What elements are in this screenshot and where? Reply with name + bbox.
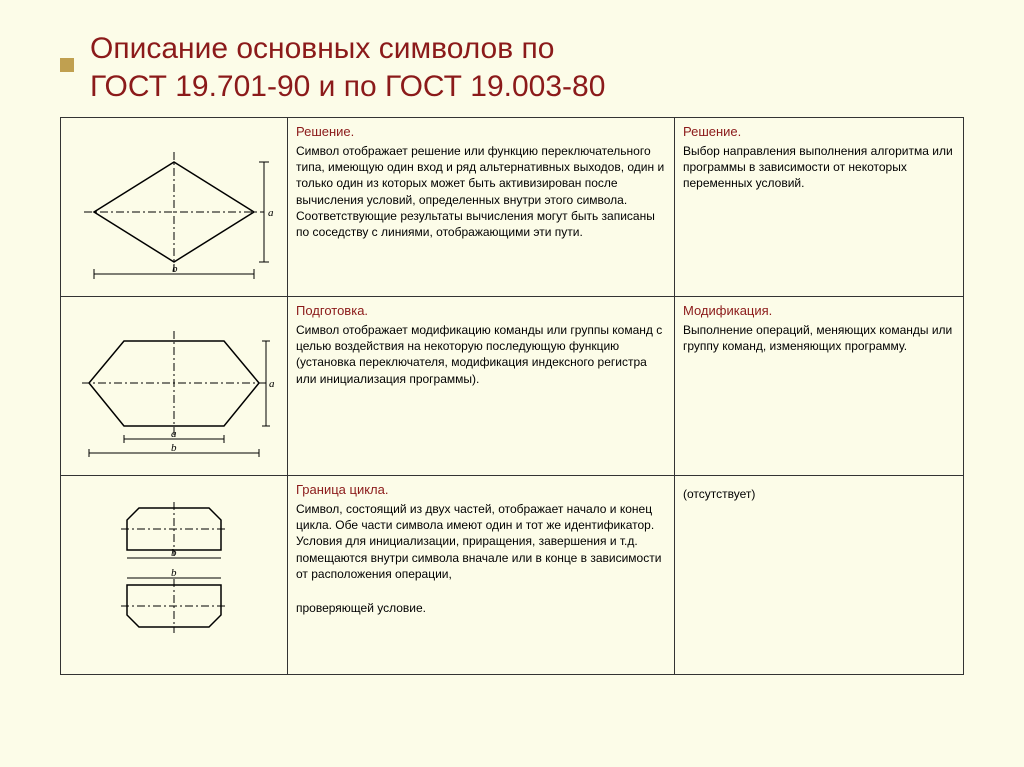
table-row: a a b Подготовка. Символ отображает моди… — [61, 297, 964, 476]
diagram-cell-preparation: a a b — [61, 297, 288, 476]
desc-left: Символ отображает решение или функцию пе… — [296, 143, 666, 240]
loop-limit-diagram-icon: b b — [109, 490, 239, 660]
dim-a-label: a — [269, 378, 274, 390]
desc-left-cell: Подготовка. Символ отображает модификаци… — [288, 297, 675, 476]
diagram-cell-loop: b b — [61, 476, 288, 675]
desc-right: (отсутствует) — [683, 486, 955, 502]
desc-left-cell: Решение. Символ отображает решение или ф… — [288, 118, 675, 297]
desc-right: Выполнение операций, меняющих команды ил… — [683, 322, 955, 354]
desc-left: Символ отображает модификацию команды ил… — [296, 322, 666, 387]
slide-title: Описание основных символов по ГОСТ 19.70… — [90, 30, 964, 105]
title-line-1: Описание основных символов по — [90, 32, 554, 65]
term-right: Модификация. — [683, 303, 955, 318]
symbols-table: a b Решение. Символ отображает решение и… — [60, 117, 964, 675]
desc-right: Выбор направления выполнения алгоритма и… — [683, 143, 955, 192]
dim-a-label: a — [268, 207, 274, 219]
term-left: Подготовка. — [296, 303, 666, 318]
desc-left-extra: проверяющей условие. — [296, 600, 666, 616]
term-left: Решение. — [296, 124, 666, 139]
table-row: b b Граница цикла. Символ, состоящий из … — [61, 476, 964, 675]
desc-left: Символ, состоящий из двух частей, отобра… — [296, 501, 666, 582]
dim-b-label: b — [171, 442, 177, 454]
desc-left-cell: Граница цикла. Символ, состоящий из двух… — [288, 476, 675, 675]
dim-b-label: b — [171, 547, 177, 559]
dim-a-label-2: a — [171, 428, 177, 440]
table-row: a b Решение. Символ отображает решение и… — [61, 118, 964, 297]
dim-b-label: b — [172, 263, 178, 275]
title-line-2: ГОСТ 19.701-90 и по ГОСТ 19.003-80 — [90, 70, 605, 103]
desc-right-cell: Модификация. Выполнение операций, меняющ… — [675, 297, 964, 476]
term-left: Граница цикла. — [296, 482, 666, 497]
diagram-cell-decision: a b — [61, 118, 288, 297]
desc-right-cell: Решение. Выбор направления выполнения ал… — [675, 118, 964, 297]
dim-b-label-2: b — [171, 567, 177, 579]
desc-right-cell: (отсутствует) — [675, 476, 964, 675]
preparation-diagram-icon: a a b — [74, 311, 274, 461]
decision-diagram-icon: a b — [74, 132, 274, 282]
term-right: Решение. — [683, 124, 955, 139]
accent-square — [60, 58, 74, 72]
